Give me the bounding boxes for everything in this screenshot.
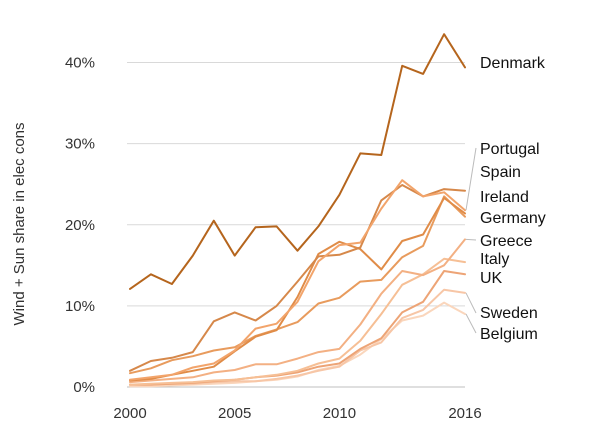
x-tick-label: 2005 [218,405,251,422]
series-line-uk [129,270,466,386]
series-label-greece: Greece [480,233,533,250]
series-label-ireland: Ireland [480,189,529,206]
series-line-italy [129,257,466,386]
leader-line-belgium [465,313,477,334]
y-axis-ticks: 0% 10% 20% 30% 40% [65,55,95,396]
leader-line-sweden [465,292,477,314]
x-tick-label: 2016 [448,405,481,422]
x-tick-label: 2000 [113,405,146,422]
y-tick-label: 40% [65,55,95,72]
series-label-italy: Italy [480,251,509,268]
series-labels: Denmark Portugal Spain Ireland Germany Greece… [480,55,546,343]
gridlines [127,62,465,307]
y-tick-label: 0% [73,379,95,396]
series-line-spain [129,184,466,372]
leader-line-greece [465,238,477,241]
series-label-denmark: Denmark [480,55,546,72]
y-axis-title: Wind + Sun share in elec cons [11,122,28,325]
series-line-portugal [129,179,466,381]
series-lines [129,33,466,388]
series-label-germany: Germany [480,210,546,227]
series-line-denmark [129,33,466,290]
x-axis-ticks: 2000 2005 2010 2016 [113,405,481,422]
series-label-belgium: Belgium [480,326,538,343]
series-label-portugal: Portugal [480,141,540,158]
leader-line-portugal [465,147,477,211]
series-line-greece [129,238,466,384]
y-tick-label: 30% [65,136,95,153]
series-label-sweden: Sweden [480,305,538,322]
y-tick-label: 10% [65,298,95,315]
series-label-spain: Spain [480,164,521,181]
x-tick-label: 2010 [323,405,356,422]
series-line-ireland [129,197,466,382]
label-leaders [465,147,477,334]
series-line-germany [129,195,466,375]
y-tick-label: 20% [65,217,95,234]
series-label-uk: UK [480,270,503,287]
